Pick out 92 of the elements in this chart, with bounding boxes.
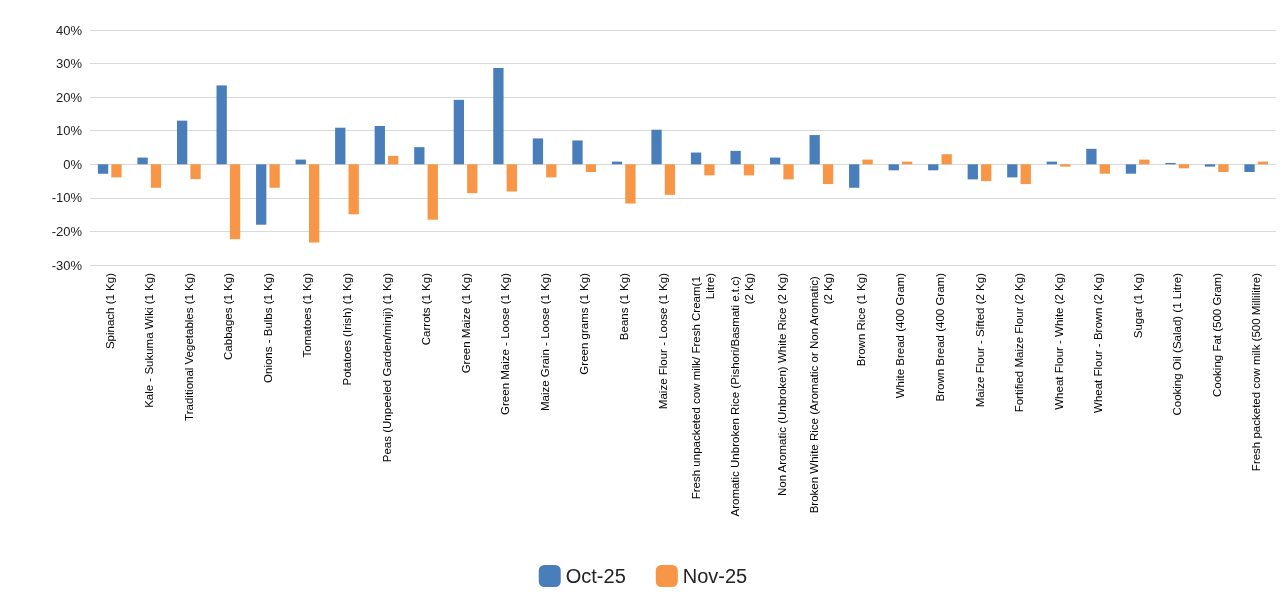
x-tick-label: Sugar (1 Kg) <box>1131 272 1144 339</box>
bar <box>651 129 662 165</box>
bar <box>269 164 280 188</box>
bar <box>1178 164 1190 169</box>
y-tick-label: 10% <box>55 123 83 139</box>
bar <box>1007 164 1018 178</box>
bar <box>1218 164 1229 173</box>
bar <box>427 164 438 220</box>
y-tick-label: -30% <box>51 257 83 273</box>
legend-label: Oct-25 <box>565 565 626 587</box>
x-tick-label: Spinach (1 Kg) <box>103 272 116 350</box>
bar <box>664 164 676 195</box>
x-tick-label: Green Maize (1 Kg) <box>459 272 472 374</box>
bar <box>1244 164 1255 173</box>
bar <box>1086 148 1097 165</box>
bar <box>176 120 188 165</box>
bar <box>981 164 992 182</box>
x-tick-label: Onions - Bulbs (1 Kg) <box>261 272 274 383</box>
x-tick-label: Wheat Flour - White (2 Kg) <box>1052 272 1065 410</box>
bar <box>190 164 201 180</box>
bar <box>690 152 702 165</box>
x-tick-label: Cooking Fat (500 Gram) <box>1210 272 1223 397</box>
bar <box>783 164 794 180</box>
bar <box>308 164 320 243</box>
x-tick-label: Maize Flour - Loose (1 Kg) <box>657 272 670 410</box>
y-tick-label: -10% <box>51 190 83 206</box>
x-tick-label: Fresh packeted cow milk (500 Millilitre) <box>1250 272 1263 472</box>
y-tick-label: 40% <box>55 22 83 38</box>
bar <box>888 164 899 171</box>
x-tick-label: Non Aromatic (Unbroken) White Rice (2 Kg) <box>775 272 788 497</box>
bar <box>388 155 399 165</box>
x-tick-label: Maize Grain - Loose (1 Kg) <box>538 272 551 412</box>
bar <box>822 164 834 185</box>
bar <box>928 164 939 171</box>
x-tick-label: Traditional Vegetables (1 Kg) <box>182 272 195 421</box>
y-tick-label: -20% <box>51 223 83 239</box>
bar <box>1020 164 1031 185</box>
x-tick-label: Fortified Maize Flour (2 Kg) <box>1013 272 1026 413</box>
bar <box>256 164 267 225</box>
y-tick-label: 30% <box>55 56 83 72</box>
bar <box>704 164 715 176</box>
x-tick-label: Carrots (1 Kg) <box>420 272 433 346</box>
bar <box>453 99 465 165</box>
x-tick-label: Brown Rice (1 Kg) <box>854 272 867 367</box>
x-tick-label: Maize Flour - Sifted (2 Kg) <box>973 272 986 408</box>
bar <box>137 157 148 165</box>
bar <box>809 135 820 165</box>
bar <box>1099 164 1110 174</box>
bar <box>97 164 109 174</box>
x-tick-label: Potatoes (Irish) (1 Kg) <box>340 272 353 386</box>
bar <box>743 164 755 176</box>
bar <box>730 150 741 165</box>
x-tick-label: Cabbages (1 Kg) <box>222 272 235 360</box>
bar <box>150 164 162 188</box>
x-tick-label: White Bread (400 Gram) <box>894 272 907 399</box>
bar <box>229 164 241 240</box>
bar <box>625 164 636 204</box>
bar <box>1060 164 1071 167</box>
x-tick-label: Brown Bread (400 Gram) <box>933 272 946 402</box>
x-tick-label: Fresh unpacketed cow milk/ Fresh Cream(1 Litre) <box>689 272 716 500</box>
x-tick-label: Green Maize - Loose (1 Kg) <box>499 272 512 415</box>
y-tick-label: 20% <box>55 89 83 105</box>
x-tick-label: Tomatoes (1 Kg) <box>301 272 314 358</box>
bar <box>216 85 227 165</box>
bar <box>111 164 122 178</box>
bar <box>967 164 978 180</box>
bar <box>493 67 504 165</box>
bar <box>335 127 346 165</box>
bar <box>1125 164 1137 174</box>
x-tick-label: Cooking Oil (Salad) (1 Litre) <box>1171 272 1184 416</box>
x-tick-label: Kale - Sukuma Wiki (1 Kg) <box>143 272 156 408</box>
y-tick-label: 0% <box>63 156 83 172</box>
bar <box>849 164 860 188</box>
bar <box>1204 164 1216 167</box>
bar <box>506 164 517 192</box>
bar <box>585 164 597 173</box>
bar <box>546 164 557 178</box>
legend-label: Nov-25 <box>682 565 748 587</box>
bar <box>572 140 583 165</box>
bar <box>348 164 359 215</box>
x-tick-label: Broken White Rice (Aromatic or Non Aromatic) (2 Kg) <box>808 272 835 514</box>
bar <box>862 159 873 165</box>
bar <box>941 154 952 165</box>
x-tick-label: Peas (Unpeeled Garden/minji) (1 Kg) <box>380 272 393 463</box>
x-tick-label: Wheat Flour - Brown (2 Kg) <box>1092 272 1105 413</box>
bar <box>467 164 478 194</box>
bar <box>532 138 544 165</box>
x-tick-label: Aromatic Unbroken Rice (Pishori/Basmati e.t.c) (2 Kg) <box>729 272 756 517</box>
bar <box>374 126 385 165</box>
x-tick-label: Green grams (1 Kg) <box>578 272 591 375</box>
bar <box>414 147 425 165</box>
x-tick-label: Beans (1 Kg) <box>617 272 630 341</box>
